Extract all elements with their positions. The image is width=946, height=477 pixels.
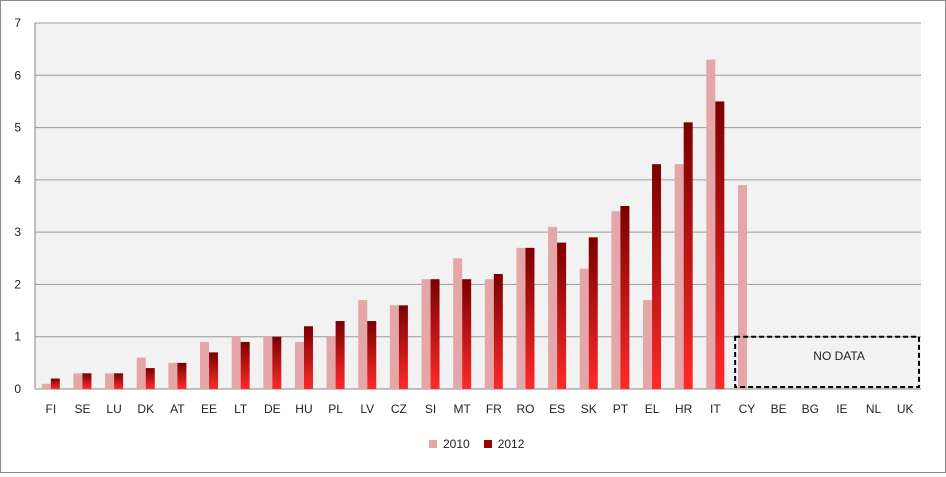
- bar-2012-HR: [683, 122, 693, 389]
- x-tick-label-MT: MT: [454, 402, 472, 416]
- bar-2012-ES: [557, 242, 567, 389]
- bar-2012-FI: [50, 378, 60, 389]
- bars: [41, 59, 747, 389]
- bar-2010-LT: [231, 336, 241, 389]
- bar-2010-FR: [484, 279, 494, 389]
- bar-2010-AT: [168, 362, 178, 389]
- bar-2010-LV: [358, 300, 368, 389]
- x-tick-label-IE: IE: [836, 402, 847, 416]
- y-tick-label: 2: [14, 277, 21, 291]
- bar-2010-SI: [421, 279, 431, 389]
- plot-area: [35, 23, 921, 389]
- y-tick-label: 0: [14, 382, 21, 396]
- bar-2012-MT: [462, 279, 472, 389]
- x-axis-ticks: FI SE LU DK AT EE LT DE HU PL LV CZ SI MT FR RO ES SK PT EL…: [45, 402, 913, 416]
- legend-label-2010: 2010: [443, 437, 470, 451]
- bar-2010-HR: [674, 164, 684, 389]
- x-tick-label-NL: NL: [866, 402, 882, 416]
- x-tick-label-SI: SI: [425, 402, 436, 416]
- legend-swatch-2010: [429, 440, 437, 448]
- y-tick-label: 3: [14, 225, 21, 239]
- bar-2012-HU: [303, 326, 313, 389]
- x-tick-label-BE: BE: [771, 402, 787, 416]
- no-data-box: [734, 335, 921, 389]
- bar-2010-PL: [326, 336, 336, 389]
- bar-2010-MT: [453, 258, 463, 389]
- bar-2010-SE: [73, 373, 83, 389]
- x-tick-label-SK: SK: [581, 402, 597, 416]
- bar-2012-EL: [652, 164, 662, 389]
- bar-2012-SK: [588, 237, 598, 389]
- legend-label-2012: 2012: [497, 437, 525, 451]
- bar-2010-EL: [643, 300, 653, 389]
- bar-2012-SE: [82, 373, 92, 389]
- bar-2010-SK: [579, 268, 589, 389]
- bar-2012-DK: [145, 368, 155, 389]
- bar-2010-FI: [41, 383, 51, 389]
- y-tick-label: 7: [14, 16, 21, 30]
- legend-item-2010: 2010: [429, 437, 470, 451]
- x-tick-label-IT: IT: [710, 402, 721, 416]
- x-tick-label-FI: FI: [45, 402, 56, 416]
- bar-2012-SI: [430, 279, 440, 389]
- bar-2012-FR: [493, 273, 503, 389]
- x-tick-label-HR: HR: [675, 402, 693, 416]
- legend: 2010 2012: [429, 437, 524, 451]
- x-tick-label-CY: CY: [739, 402, 756, 416]
- bar-2012-LU: [114, 373, 124, 389]
- x-tick-label-DK: DK: [137, 402, 154, 416]
- bar-2012-PT: [620, 206, 630, 389]
- bar-2012-RO: [525, 247, 535, 389]
- x-tick-label-FR: FR: [486, 402, 502, 416]
- x-tick-label-PL: PL: [328, 402, 343, 416]
- no-data-annotation: NO DATA: [734, 335, 921, 389]
- bar-2010-RO: [516, 247, 526, 389]
- x-tick-label-CZ: CZ: [391, 402, 407, 416]
- legend-item-2012: 2012: [483, 437, 525, 451]
- y-tick-label: 4: [14, 173, 21, 187]
- x-tick-label-BG: BG: [802, 402, 819, 416]
- bar-2010-CY: [737, 185, 747, 389]
- bar-2012-LT: [240, 341, 250, 389]
- legend-swatch-2012: [483, 440, 492, 448]
- x-tick-label-ES: ES: [549, 402, 565, 416]
- bar-2010-PT: [611, 211, 621, 389]
- x-tick-label-EE: EE: [201, 402, 217, 416]
- bar-2010-DK: [136, 357, 146, 389]
- y-tick-label: 5: [14, 121, 21, 135]
- x-tick-label-LT: LT: [234, 402, 248, 416]
- x-tick-label-DE: DE: [264, 402, 281, 416]
- bar-2010-LU: [105, 373, 115, 389]
- bar-2010-DE: [263, 336, 273, 389]
- bar-2012-EE: [209, 352, 219, 389]
- x-tick-label-AT: AT: [170, 402, 185, 416]
- x-tick-label-UK: UK: [897, 402, 914, 416]
- bar-2010-CZ: [389, 305, 399, 389]
- y-tick-label: 6: [14, 68, 21, 82]
- x-tick-label-HU: HU: [295, 402, 312, 416]
- x-tick-label-SE: SE: [74, 402, 90, 416]
- x-tick-label-LV: LV: [360, 402, 374, 416]
- bar-2010-EE: [200, 341, 210, 389]
- bar-2010-IT: [706, 59, 716, 389]
- gridlines: [34, 22, 921, 390]
- bar-2012-AT: [177, 362, 187, 389]
- no-data-label: NO DATA: [813, 349, 865, 363]
- x-tick-label-EL: EL: [645, 402, 660, 416]
- bar-2012-DE: [272, 336, 282, 389]
- bar-2012-LV: [367, 321, 377, 389]
- bar-2010-ES: [548, 226, 558, 389]
- x-tick-label-LU: LU: [106, 402, 121, 416]
- x-tick-label-RO: RO: [516, 402, 534, 416]
- bar-2012-CZ: [398, 305, 408, 389]
- x-tick-label-PT: PT: [613, 402, 629, 416]
- y-tick-label: 1: [14, 330, 21, 344]
- bar-2010-HU: [294, 341, 304, 389]
- bar-2012-IT: [715, 101, 725, 389]
- y-axis-ticks: 0 1 2 3 4 5 6 7: [14, 16, 21, 396]
- bar-2012-PL: [335, 321, 345, 389]
